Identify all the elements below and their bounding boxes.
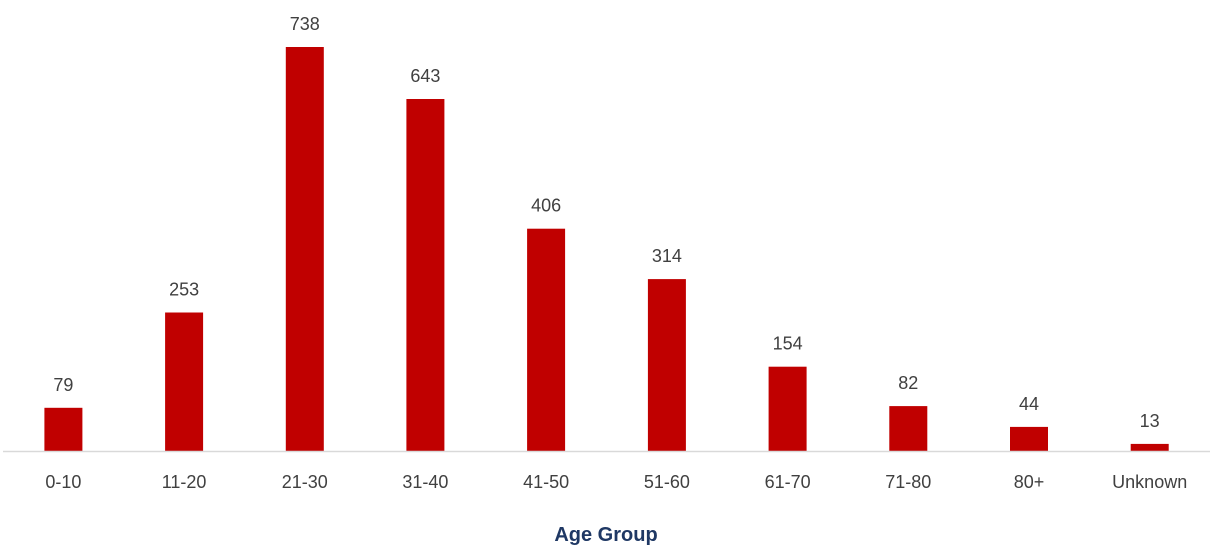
x-axis-title: Age Group [554, 524, 657, 546]
bar-21-30 [285, 47, 324, 451]
bar-11-20 [165, 312, 204, 451]
bar-71-80 [889, 406, 928, 451]
x-tick-label-71-80: 71-80 [885, 472, 931, 492]
value-label-Unknown: 13 [1140, 411, 1160, 431]
bar-51-60 [647, 279, 686, 451]
x-tick-label-21-30: 21-30 [282, 472, 328, 492]
value-label-31-40: 643 [410, 66, 440, 86]
value-label-0-10: 79 [53, 375, 73, 395]
bar-0-10 [44, 407, 83, 451]
value-label-51-60: 314 [652, 246, 682, 266]
value-label-71-80: 82 [898, 373, 918, 393]
bar-80+ [1010, 426, 1048, 451]
bar-61-70 [768, 366, 807, 451]
x-tick-label-0-10: 0-10 [45, 472, 81, 492]
value-label-80+: 44 [1019, 394, 1039, 414]
bar-31-40 [406, 99, 445, 451]
x-tick-label-11-20: 11-20 [162, 472, 207, 492]
x-tick-label-Unknown: Unknown [1112, 472, 1187, 492]
bar-Unknown [1130, 443, 1169, 451]
x-tick-label-61-70: 61-70 [765, 472, 811, 492]
value-labels-group: 79 253 738 643 406 314 154 82 44 13 [53, 14, 1159, 431]
value-label-11-20: 253 [169, 280, 199, 300]
bars-group [44, 47, 1169, 451]
value-label-41-50: 406 [531, 196, 561, 216]
x-tick-label-31-40: 31-40 [402, 472, 448, 492]
x-tick-label-80+: 80+ [1014, 472, 1045, 492]
value-label-21-30: 738 [290, 14, 320, 34]
bar-41-50 [527, 228, 566, 451]
x-tick-labels-group: 0-10 11-20 21-30 31-40 41-50 51-60 61-70 71-80 8… [45, 472, 1187, 492]
x-tick-label-51-60: 51-60 [644, 472, 690, 492]
value-label-61-70: 154 [773, 334, 803, 354]
x-tick-label-41-50: 41-50 [523, 472, 569, 492]
